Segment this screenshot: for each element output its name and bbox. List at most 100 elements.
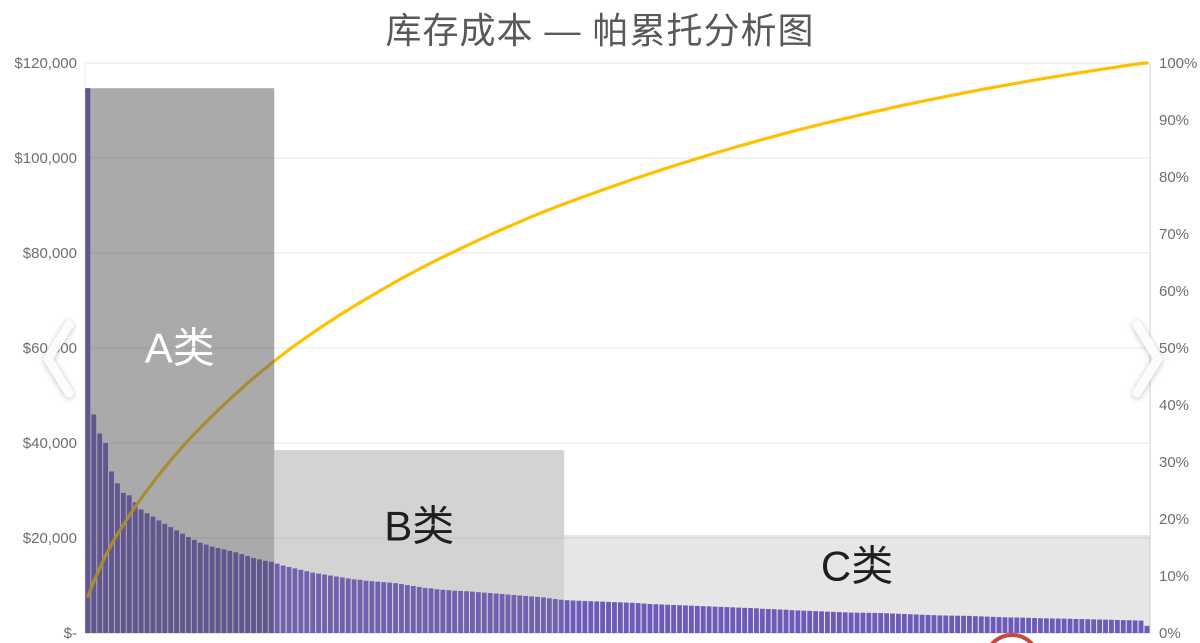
bar [529, 596, 535, 633]
bar [517, 595, 523, 633]
bar [677, 605, 682, 633]
bar [316, 573, 322, 634]
right-axis-tick-label: 30% [1159, 454, 1189, 471]
bar [937, 615, 943, 633]
right-axis-tick-label: 100% [1159, 55, 1197, 72]
bar [458, 590, 464, 633]
bar [1132, 620, 1138, 633]
bar [890, 613, 895, 633]
bar [600, 601, 606, 633]
bar [1002, 617, 1008, 633]
bar [949, 615, 955, 633]
bar [298, 569, 304, 633]
bar [1008, 617, 1014, 633]
bar [588, 601, 594, 633]
bar [842, 612, 848, 633]
bar [582, 600, 588, 633]
bar [416, 586, 422, 633]
bar [1103, 619, 1108, 633]
bar [286, 566, 292, 633]
bar [712, 606, 718, 633]
bar [292, 568, 298, 633]
bar [813, 611, 819, 633]
bar [541, 597, 546, 634]
bar [617, 602, 623, 633]
bar [671, 604, 677, 633]
bar [830, 611, 836, 633]
bar [558, 599, 564, 633]
right-axis-tick-label: 10% [1159, 568, 1189, 585]
bar [742, 607, 748, 633]
bar [1097, 619, 1103, 633]
bar [659, 604, 665, 633]
bar [552, 599, 558, 633]
bar [446, 590, 452, 633]
bar [310, 572, 316, 633]
bar [913, 614, 919, 633]
right-axis-tick-label: 60% [1159, 283, 1189, 300]
bar [351, 579, 357, 633]
bar [978, 616, 984, 634]
bar [1085, 619, 1091, 633]
bar [505, 594, 511, 633]
bar [481, 592, 487, 634]
bar [393, 583, 398, 634]
bar [984, 616, 990, 633]
bar [410, 585, 416, 633]
left-axis-tick-label: $120,000 [14, 55, 77, 72]
bar [807, 610, 813, 633]
region-a [85, 88, 275, 633]
bar [647, 604, 653, 633]
bar [375, 581, 381, 633]
region-b-label: B类 [384, 503, 454, 550]
bar [1073, 618, 1079, 633]
bar [339, 577, 345, 633]
bar [322, 574, 327, 633]
bar [907, 614, 913, 633]
bar [328, 575, 333, 633]
bar [694, 605, 700, 633]
bar [381, 582, 387, 633]
bar [1049, 618, 1055, 633]
bar [1020, 617, 1026, 633]
bar [387, 582, 393, 633]
bar [955, 615, 961, 633]
bar [754, 608, 759, 633]
bar [854, 612, 860, 633]
prev-slide-button[interactable] [36, 316, 84, 402]
bar [825, 611, 830, 634]
bar [1091, 619, 1097, 633]
chart-title: 库存成本 — 帕累托分析图 [385, 10, 815, 51]
bar [1114, 619, 1120, 633]
right-axis-tick-label: 90% [1159, 112, 1189, 129]
bar [665, 604, 671, 633]
bar [688, 605, 694, 633]
bar [884, 613, 890, 633]
bar [641, 603, 647, 633]
bar [872, 612, 878, 633]
bar [1138, 620, 1144, 633]
bar [943, 615, 949, 633]
bar [777, 609, 783, 633]
bar [1061, 618, 1067, 633]
bar [931, 615, 937, 633]
bar [523, 595, 529, 633]
left-axis-tick-label: $40,000 [23, 435, 77, 452]
bar [789, 610, 795, 633]
next-slide-button[interactable] [1122, 316, 1170, 402]
bar [487, 593, 493, 633]
bar [765, 609, 771, 633]
bar [706, 606, 712, 633]
bar [546, 598, 552, 633]
bar [771, 609, 777, 633]
right-axis-tick-label: 0% [1159, 625, 1181, 642]
bar [919, 614, 925, 633]
bar [730, 607, 736, 633]
bar [961, 615, 966, 633]
bar [801, 610, 807, 633]
bar [363, 580, 369, 633]
bar [925, 614, 931, 633]
bar [967, 615, 972, 633]
bar [1038, 618, 1043, 633]
bar [274, 563, 280, 633]
